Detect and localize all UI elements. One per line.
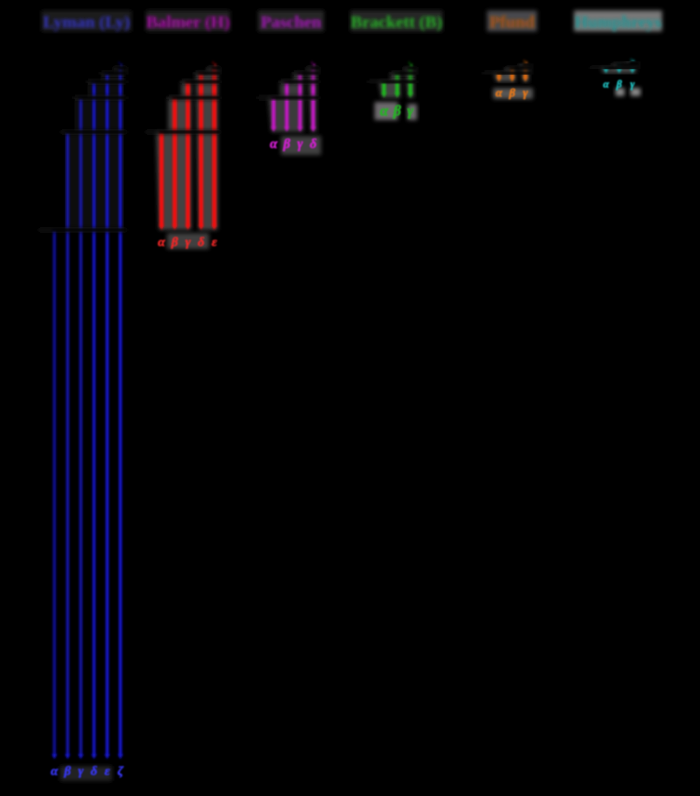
svg-text:γ: γ <box>630 80 635 91</box>
svg-text:δ: δ <box>91 763 98 778</box>
svg-text:δ: δ <box>198 234 205 249</box>
svg-text:δ: δ <box>310 136 317 151</box>
svg-text:α: α <box>270 136 278 151</box>
svg-text:β: β <box>392 103 401 119</box>
svg-text:ε: ε <box>212 234 218 249</box>
svg-text:ζ: ζ <box>118 763 125 778</box>
svg-text:Paschen: Paschen <box>261 13 322 32</box>
svg-text:β: β <box>282 136 290 151</box>
svg-text:γ: γ <box>185 234 191 249</box>
svg-text:Brackett (B): Brackett (B) <box>351 13 443 32</box>
svg-text:α: α <box>158 234 166 249</box>
svg-text:α: α <box>51 763 59 778</box>
svg-text:Lyman (Ly): Lyman (Ly) <box>43 13 130 32</box>
svg-text:α: α <box>380 103 389 119</box>
svg-text:γ: γ <box>297 136 303 151</box>
svg-text:α: α <box>496 86 503 100</box>
svg-text:β: β <box>508 86 516 100</box>
svg-text:β: β <box>616 80 623 91</box>
svg-text:α: α <box>603 80 609 91</box>
svg-text:Pfund: Pfund <box>489 13 535 32</box>
svg-text:β: β <box>63 763 71 778</box>
svg-text:β: β <box>170 234 178 249</box>
svg-text:γ: γ <box>78 763 84 778</box>
svg-text:Humphreys: Humphreys <box>574 13 661 32</box>
svg-text:ε: ε <box>105 763 111 778</box>
svg-text:γ: γ <box>407 103 414 119</box>
svg-text:γ: γ <box>523 86 528 100</box>
svg-text:Balmer (H): Balmer (H) <box>146 13 230 32</box>
